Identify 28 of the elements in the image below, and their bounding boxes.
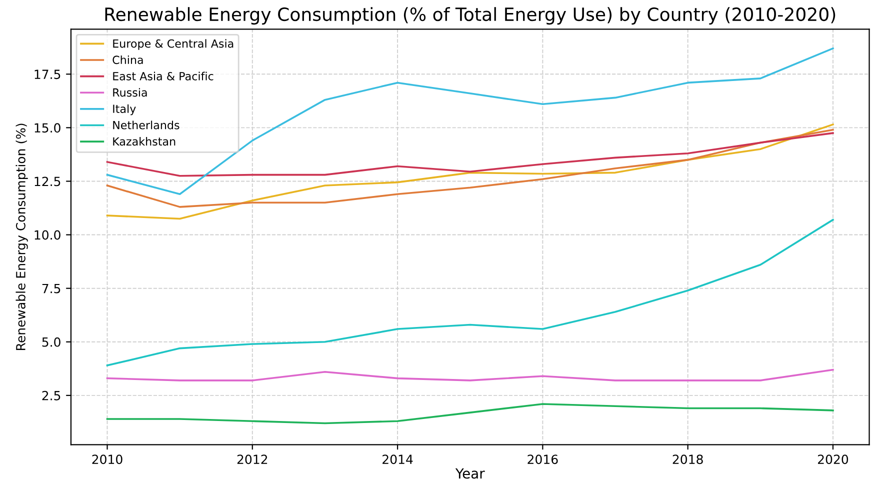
legend-label: Kazakhstan xyxy=(113,137,176,146)
chart-title: Renewable Energy Consumption (% of Total Energy Use) by Country (2010-2020) xyxy=(105,7,836,25)
x-tick-label: 2018 xyxy=(672,454,703,464)
y-tick-label: 7.5 xyxy=(42,284,60,294)
y-tick-label: 5.0 xyxy=(42,337,60,347)
line-series xyxy=(106,403,834,424)
line-series xyxy=(106,218,834,366)
y-tick-label: 10.0 xyxy=(34,230,60,240)
x-tick-label: 2014 xyxy=(382,454,413,464)
legend-label: Italy xyxy=(113,104,136,116)
legend-label: Europe & Central Asia xyxy=(113,39,234,50)
legend-label: China xyxy=(112,55,143,64)
legend-label: Netherlands xyxy=(113,120,180,130)
y-axis-title: Renewable Energy Consumption (%) xyxy=(16,124,28,350)
line-series xyxy=(106,132,834,177)
x-axis-title: Year xyxy=(455,468,485,479)
legend-label: East Asia & Pacific xyxy=(113,72,214,80)
y-tick-label: 12.5 xyxy=(34,176,60,186)
x-tick-label: 2010 xyxy=(92,454,122,464)
x-tick-label: 2016 xyxy=(528,454,558,464)
line-series xyxy=(106,128,834,208)
x-tick-label: 2020 xyxy=(818,454,848,464)
y-tick-label: 15.0 xyxy=(34,123,60,133)
x-tick-label: 2012 xyxy=(237,454,268,464)
line-series xyxy=(106,368,834,382)
legend-label: Russia xyxy=(113,88,147,97)
y-tick-label: 17.5 xyxy=(34,70,60,80)
y-tick-label: 2.5 xyxy=(42,390,60,400)
